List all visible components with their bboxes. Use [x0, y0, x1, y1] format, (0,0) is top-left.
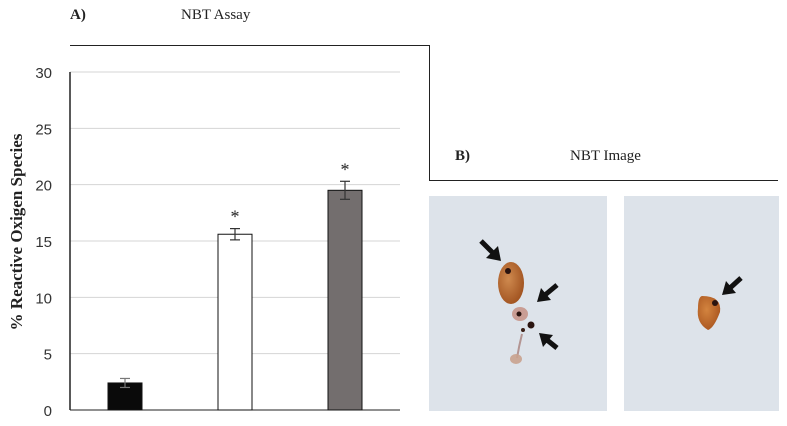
- arrow-icon: [722, 276, 743, 295]
- formazan-deposit: [516, 311, 522, 317]
- y-tick-label: 0: [44, 403, 52, 420]
- arrow-icon: [539, 333, 559, 350]
- micrograph-right-drawing: [697, 276, 743, 330]
- significance-marker: *: [231, 207, 240, 227]
- y-tick-label: 15: [35, 234, 52, 251]
- arrow-icon: [537, 283, 559, 302]
- y-tick-label: 25: [35, 121, 52, 138]
- panel-a-top-rule: [70, 45, 430, 46]
- stained-cell: [498, 262, 524, 304]
- micrograph-left-drawing: [479, 239, 559, 364]
- bar-chart: 0 5 10 15 20 25 30 * *: [35, 65, 400, 420]
- nbt-micrograph-left: [429, 196, 607, 411]
- formazan-deposit: [521, 328, 525, 332]
- panel-b-title: NBT Image: [570, 148, 641, 164]
- nbt-micrograph-right: [624, 196, 779, 411]
- arrow-icon: [479, 239, 501, 261]
- y-tick-label: 5: [44, 347, 52, 364]
- bar: [217, 233, 253, 411]
- y-tick-label: 30: [35, 65, 52, 82]
- bar: [327, 189, 363, 411]
- panel-a-title: NBT Assay: [181, 7, 251, 23]
- formazan-deposit: [527, 321, 535, 329]
- panel-b-label: B): [455, 148, 470, 164]
- formazan-deposit: [505, 268, 511, 274]
- cell-fragment: [510, 354, 522, 364]
- y-tick-label: 10: [35, 290, 52, 307]
- panel-divider-rule: [429, 45, 430, 180]
- panel-a-label: A): [70, 7, 86, 23]
- formazan-deposit: [712, 300, 718, 306]
- significance-marker: *: [341, 159, 350, 179]
- y-tick-label: 20: [35, 178, 52, 195]
- panel-b-top-rule: [429, 180, 778, 181]
